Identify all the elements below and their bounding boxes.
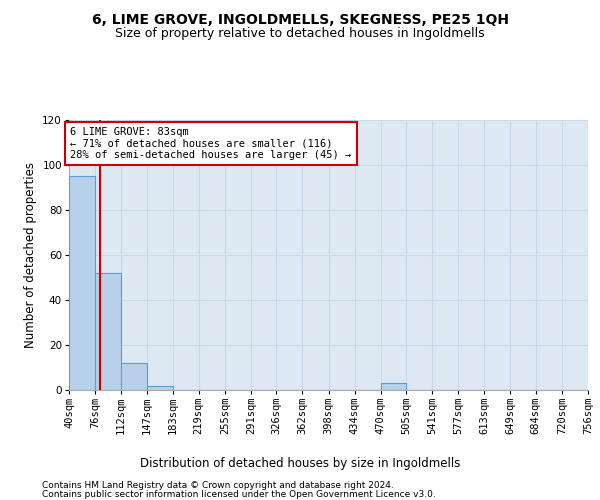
Bar <box>380 383 406 390</box>
Text: Contains HM Land Registry data © Crown copyright and database right 2024.: Contains HM Land Registry data © Crown c… <box>42 481 394 490</box>
Text: Size of property relative to detached houses in Ingoldmells: Size of property relative to detached ho… <box>115 28 485 40</box>
Text: 6 LIME GROVE: 83sqm
← 71% of detached houses are smaller (116)
28% of semi-detac: 6 LIME GROVE: 83sqm ← 71% of detached ho… <box>70 126 352 160</box>
Bar <box>146 386 173 390</box>
Bar <box>95 273 121 390</box>
Text: 6, LIME GROVE, INGOLDMELLS, SKEGNESS, PE25 1QH: 6, LIME GROVE, INGOLDMELLS, SKEGNESS, PE… <box>91 12 509 26</box>
Y-axis label: Number of detached properties: Number of detached properties <box>24 162 37 348</box>
Text: Contains public sector information licensed under the Open Government Licence v3: Contains public sector information licen… <box>42 490 436 499</box>
Bar <box>69 176 95 390</box>
Bar <box>121 363 146 390</box>
Text: Distribution of detached houses by size in Ingoldmells: Distribution of detached houses by size … <box>140 458 460 470</box>
